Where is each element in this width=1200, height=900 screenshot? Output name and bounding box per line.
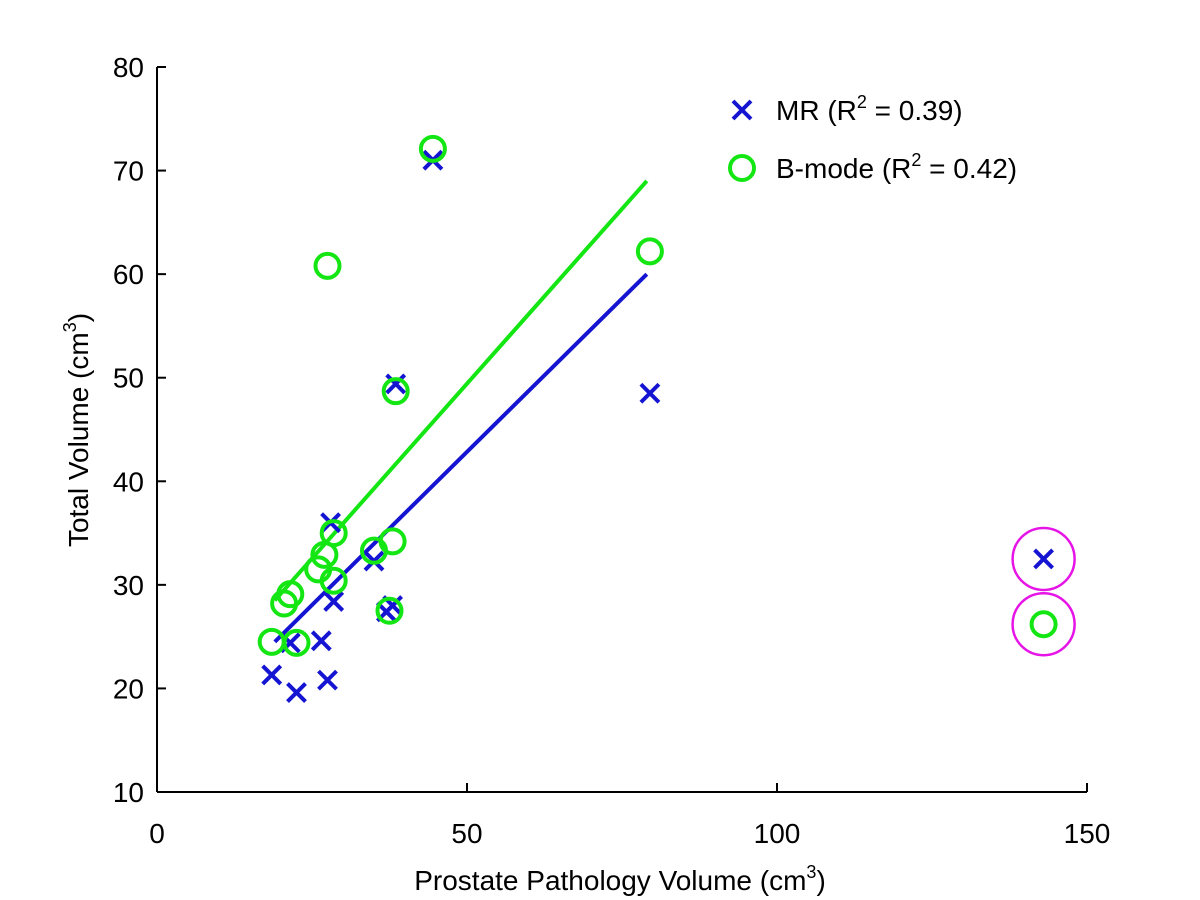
y-tick-label: 20 [113,673,144,704]
mr-point [323,591,345,612]
bmode-point [319,566,348,595]
y-tick-label: 10 [113,777,144,808]
highlight-circles [1011,526,1076,657]
legend-marker-mr [731,99,753,121]
bmode-point [375,596,404,625]
x-tick-label: 0 [149,818,165,849]
y-tick-label: 30 [113,570,144,601]
fit-line-bmode [273,179,649,602]
legend: MR (R2 = 0.39) B-mode (R2 = 0.42) [728,92,1017,184]
legend-marker-bmode [728,154,756,182]
mr-point [310,630,332,652]
legend-label: MR (R2 = 0.39) [776,92,963,126]
bmode-point [319,519,348,548]
mr-point [639,382,661,404]
mr-point [1033,548,1055,570]
bmode-point [418,134,447,163]
y-axis-label: Total Volume (cm3) [60,313,94,547]
x-axis-label: Prostate Pathology Volume (cm3) [414,862,826,896]
y-tick-label: 80 [113,52,144,83]
x-tick-label: 50 [451,818,482,849]
bmode-point [378,527,407,556]
y-tick-label: 40 [113,466,144,497]
highlight-circle [1011,591,1076,657]
y-tick-label: 70 [113,156,144,187]
bmode-point [276,580,305,609]
y-tick-label: 50 [113,363,144,394]
bmode-point [313,251,342,280]
x-tick-label: 100 [754,818,801,849]
x-axis-label-superscript: 3 [806,862,816,882]
bmode-point [257,627,286,656]
mr-point [261,664,283,686]
fit-line-mr [273,272,649,644]
highlight-circle [1011,526,1076,592]
data-points [257,134,1058,703]
bmode-point [381,377,410,406]
bmode-point [635,237,664,266]
x-tick-label: 150 [1064,818,1111,849]
y-tick-label: 60 [113,259,144,290]
bmode-point [1029,610,1058,639]
y-axis-label-superscript: 3 [60,322,80,332]
mr-point [385,373,407,395]
legend-label: B-mode (R2 = 0.42) [776,150,1017,184]
bmode-point [282,628,311,657]
mr-point [317,669,338,691]
axes: 0 50 100 150 10 20 30 40 50 60 70 80 [113,52,1111,849]
mr-point [286,682,307,703]
